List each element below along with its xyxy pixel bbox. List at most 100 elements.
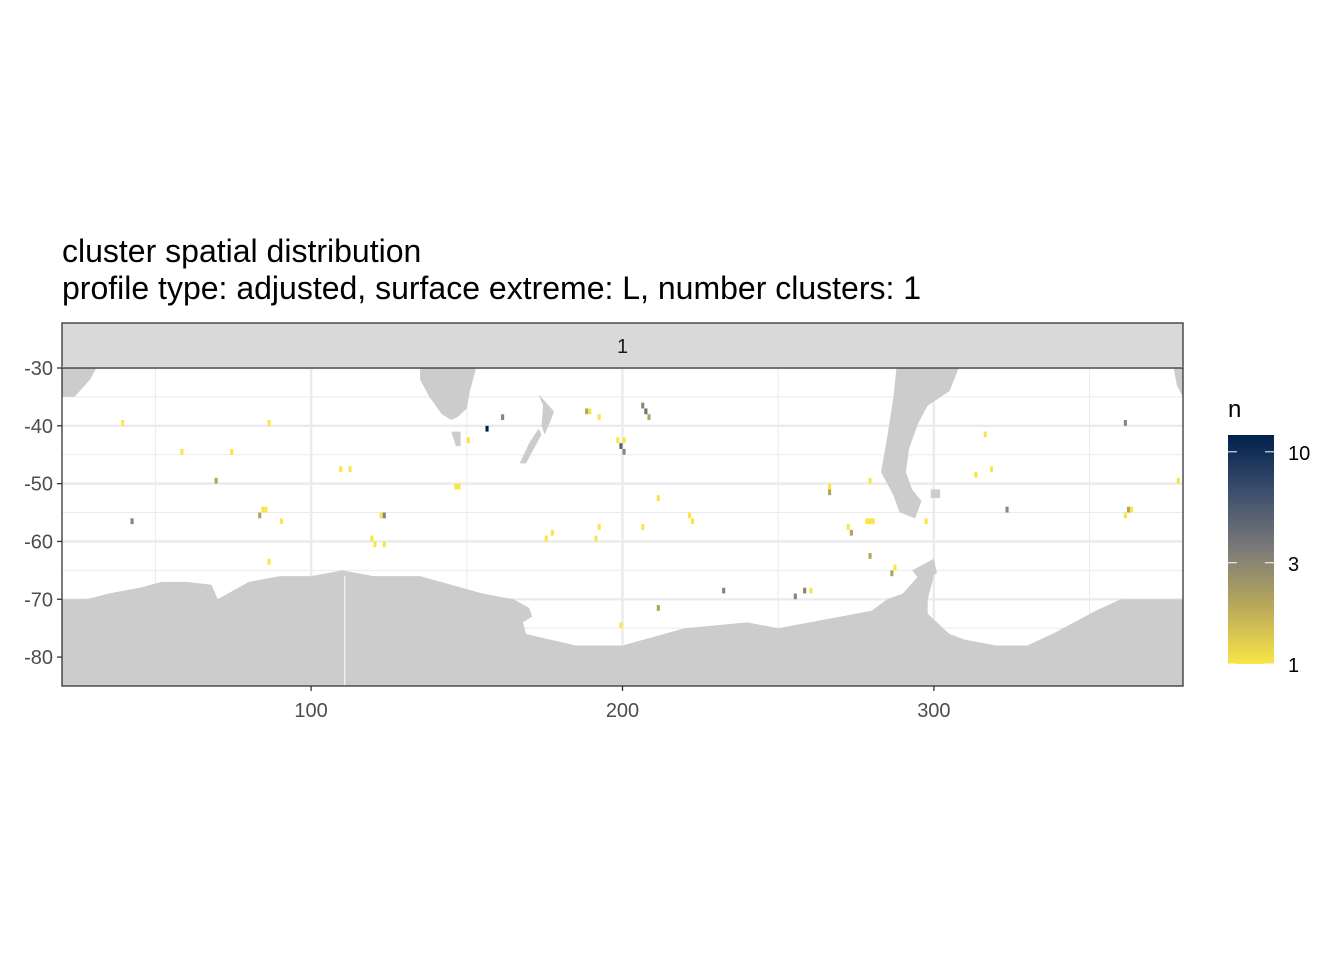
data-cell	[379, 512, 383, 519]
data-cell	[264, 506, 268, 513]
data-cell	[622, 448, 626, 455]
data-cell	[258, 512, 262, 519]
x-tick-label: 100	[294, 700, 327, 722]
data-cell	[267, 420, 271, 426]
data-cell	[454, 483, 458, 490]
data-cell	[619, 443, 623, 449]
facet-strip-label: 1	[617, 336, 628, 358]
data-cell	[382, 512, 386, 519]
data-cell	[597, 524, 601, 530]
x-tick-label: 200	[606, 700, 639, 722]
data-cell	[644, 408, 648, 415]
south-america-land	[881, 368, 959, 519]
data-cell	[594, 535, 598, 542]
data-cell	[641, 524, 645, 530]
data-cells	[121, 402, 1180, 629]
data-cell	[890, 570, 894, 577]
y-tick-label: -50	[24, 474, 53, 496]
data-cell	[1126, 506, 1131, 513]
y-tick-label: -40	[24, 416, 53, 438]
legend: n 1 3 10	[1228, 396, 1310, 677]
data-cell	[261, 506, 265, 513]
data-cell	[339, 466, 343, 473]
data-cell	[485, 425, 489, 432]
facet-strip	[61, 322, 1184, 369]
chart-title: cluster spatial distribution	[62, 233, 421, 269]
data-cell	[871, 518, 875, 525]
africa-east-land	[1173, 368, 1183, 397]
data-cell	[722, 587, 726, 594]
data-cell	[121, 420, 125, 426]
data-cell	[279, 518, 284, 525]
data-cell	[687, 512, 691, 519]
x-axis: 100 200 300	[294, 686, 951, 722]
data-cell	[1123, 512, 1127, 519]
data-cell	[622, 437, 626, 444]
plot-panel	[61, 366, 1184, 687]
data-cell	[1123, 420, 1127, 426]
data-cell	[803, 587, 807, 594]
legend-ticks: 1 3 10	[1228, 443, 1310, 677]
data-cell	[1176, 477, 1180, 484]
new-zealand-north-land	[538, 394, 554, 435]
australia-land	[420, 368, 477, 420]
data-cell	[616, 437, 620, 444]
chart-subtitle: profile type: adjusted, surface extreme:…	[62, 270, 921, 306]
data-cell	[382, 541, 386, 548]
data-cell	[809, 587, 813, 594]
legend-tick-label: 3	[1288, 554, 1299, 576]
data-cell	[989, 466, 994, 473]
data-cell	[130, 518, 134, 525]
tasmania-land	[451, 431, 461, 447]
legend-tick-label: 10	[1288, 443, 1310, 465]
data-cell	[466, 437, 470, 444]
peninsula-tip-land	[912, 558, 937, 582]
data-cell	[585, 408, 589, 415]
data-cell	[1130, 506, 1134, 513]
land-mask	[62, 368, 1183, 686]
legend-colorbar	[1228, 435, 1274, 664]
data-cell	[230, 448, 234, 455]
data-cell	[849, 529, 853, 536]
data-cell	[214, 477, 218, 484]
data-cell	[647, 414, 651, 421]
data-cell	[656, 495, 660, 501]
antarctica-land	[62, 567, 1183, 686]
data-cell	[656, 605, 660, 611]
data-cell	[893, 564, 897, 571]
data-cell	[868, 477, 872, 484]
y-axis: -30 -40 -50 -60 -70 -80	[24, 358, 62, 669]
data-cell	[846, 524, 850, 530]
africa-land	[62, 368, 97, 397]
data-cell	[373, 541, 377, 548]
data-cell	[597, 414, 601, 421]
data-cell	[370, 535, 374, 542]
data-cell	[641, 402, 645, 409]
data-cell	[588, 408, 592, 415]
data-cell	[619, 622, 623, 629]
data-cell	[974, 472, 978, 478]
data-cell	[180, 448, 184, 455]
data-cell	[924, 518, 928, 525]
data-cell	[1005, 506, 1009, 513]
data-cell	[828, 489, 832, 496]
y-tick-label: -70	[24, 589, 53, 611]
data-cell	[550, 529, 554, 536]
data-cell	[691, 518, 695, 525]
legend-title: n	[1228, 396, 1241, 423]
y-tick-label: -30	[24, 358, 53, 380]
data-cell	[983, 431, 987, 438]
falklands-land	[930, 489, 941, 499]
data-cell	[501, 414, 505, 421]
data-cell	[868, 518, 872, 525]
data-cell	[267, 558, 271, 565]
y-tick-label: -80	[24, 647, 53, 669]
data-cell	[348, 466, 352, 473]
data-cell	[457, 483, 461, 490]
new-zealand-south-land	[519, 428, 542, 464]
legend-tick-label: 1	[1288, 655, 1299, 677]
y-tick-label: -60	[24, 531, 53, 553]
x-tick-label: 300	[917, 700, 950, 722]
data-cell	[868, 553, 872, 559]
